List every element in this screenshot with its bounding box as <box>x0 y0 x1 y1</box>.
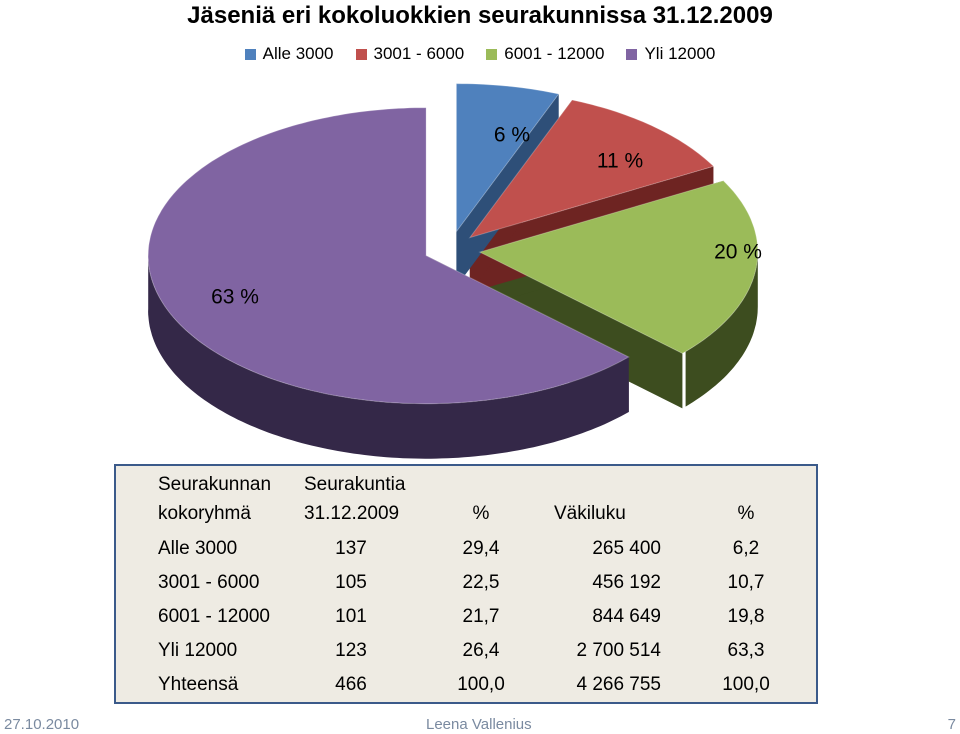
table-cell: 26,4 <box>462 640 500 661</box>
legend-label: 6001 - 12000 <box>504 44 605 63</box>
header-kokoryhma-line2: kokoryhmä <box>158 503 251 524</box>
chart-legend: Alle 3000 3001 - 6000 6001 - 12000 Yli 1200… <box>0 44 960 64</box>
table-cell: Yli 12000 <box>158 640 238 661</box>
table-cell: 123 <box>335 640 367 661</box>
table-cell: 6001 - 12000 <box>158 606 270 627</box>
table-cell: 844 649 <box>592 606 661 627</box>
legend-swatch <box>244 48 256 60</box>
table-cell: 21,7 <box>462 606 500 627</box>
table-cell: 265 400 <box>592 538 661 559</box>
legend-label: 3001 - 6000 <box>373 44 465 63</box>
legend-item-3001-6000: 3001 - 6000 <box>355 44 465 64</box>
table-cell: Alle 3000 <box>158 538 238 559</box>
table-cell: 2 700 514 <box>576 640 661 661</box>
header-percent-1: % <box>472 503 490 524</box>
table-cell: 456 192 <box>592 572 661 593</box>
table-cell: 6,2 <box>732 538 760 559</box>
pie-data-label-yli-12000: 63 % <box>211 286 259 309</box>
legend-swatch <box>355 48 367 60</box>
table-cell: 105 <box>335 572 367 593</box>
chart-title: Jäseniä eri kokoluokkien seurakunnissa 3… <box>187 2 773 29</box>
table-cell: 3001 - 6000 <box>158 572 260 593</box>
pie-slice-yli-12000 <box>147 107 630 405</box>
data-table: Seurakunnan Seurakuntia kokoryhmä 31.12.… <box>114 464 818 704</box>
table-cell: 101 <box>335 606 367 627</box>
pie-slice-3001-6000 <box>468 99 715 239</box>
footer-page-number: 7 <box>947 716 956 733</box>
slide-footer: 27.10.2010 Leena Vallenius 7 <box>0 716 960 734</box>
legend-swatch <box>626 48 638 60</box>
pie-slice-side-6001-12000 <box>685 251 758 407</box>
pie-chart: 6 % 11 % 20 % 63 % <box>147 83 762 459</box>
header-seurakuntia-line1: Seurakuntia <box>304 474 406 495</box>
table-cell: 29,4 <box>462 538 500 559</box>
table-cell: Yhteensä <box>158 674 239 695</box>
header-kokoryhma-line1: Seurakunnan <box>158 474 272 495</box>
table-cell: 22,5 <box>462 572 500 593</box>
legend-item-yli-12000: Yli 12000 <box>626 44 715 64</box>
footer-author: Leena Vallenius <box>426 716 532 733</box>
pie-data-label-3001-6000: 11 % <box>597 150 643 173</box>
header-seurakuntia-line2: 31.12.2009 <box>304 503 400 524</box>
table-cell: 137 <box>335 538 367 559</box>
table-cell: 466 <box>335 674 367 695</box>
table-cell: 63,3 <box>727 640 765 661</box>
footer-date: 27.10.2010 <box>4 716 80 733</box>
legend-label: Alle 3000 <box>262 44 334 63</box>
pie-slice-6001-12000 <box>478 180 759 354</box>
legend-item-6001-12000: 6001 - 12000 <box>486 44 604 64</box>
table-cell: 100,0 <box>457 674 505 695</box>
legend-item-alle-3000: Alle 3000 <box>244 44 334 64</box>
table-cell: 19,8 <box>727 606 765 627</box>
header-percent-2: % <box>737 503 755 524</box>
pie-slice-side-yli-12000 <box>148 253 629 459</box>
table-cell: 4 266 755 <box>576 674 661 695</box>
legend-swatch <box>486 48 498 60</box>
legend-label: Yli 12000 <box>644 44 716 63</box>
table-cell: 10,7 <box>727 572 765 593</box>
pie-slice-alle-3000 <box>455 83 560 234</box>
pie-data-label-alle-3000: 6 % <box>494 124 530 147</box>
table-cell: 100,0 <box>722 674 770 695</box>
header-vakiluku: Väkiluku <box>554 503 626 524</box>
pie-data-label-6001-12000: 20 % <box>714 241 762 264</box>
